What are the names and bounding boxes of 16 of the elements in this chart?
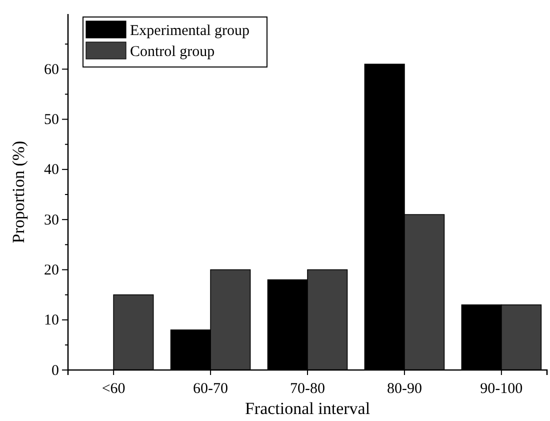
y-axis-title: Proportion (%) [9, 140, 28, 244]
y-tick-label: 20 [44, 262, 59, 279]
x-tick-label: <60 [102, 381, 126, 397]
legend-label: Experimental group [130, 23, 250, 39]
y-tick-label: 30 [44, 212, 59, 228]
x-tick-label: 90-100 [480, 381, 523, 397]
y-tick-label: 10 [44, 312, 59, 329]
y-tick-label: 40 [44, 162, 59, 178]
x-tick-label: 70-80 [290, 381, 325, 397]
legend-label: Control group [130, 44, 215, 60]
x-axis-title: Fractional interval [244, 399, 370, 418]
y-tick-label: 50 [44, 112, 59, 128]
x-tick-label: 60-70 [193, 381, 228, 397]
x-tick-label: 80-90 [386, 381, 422, 397]
y-tick-label: 60 [44, 62, 59, 78]
y-tick-label: 0 [52, 362, 59, 379]
